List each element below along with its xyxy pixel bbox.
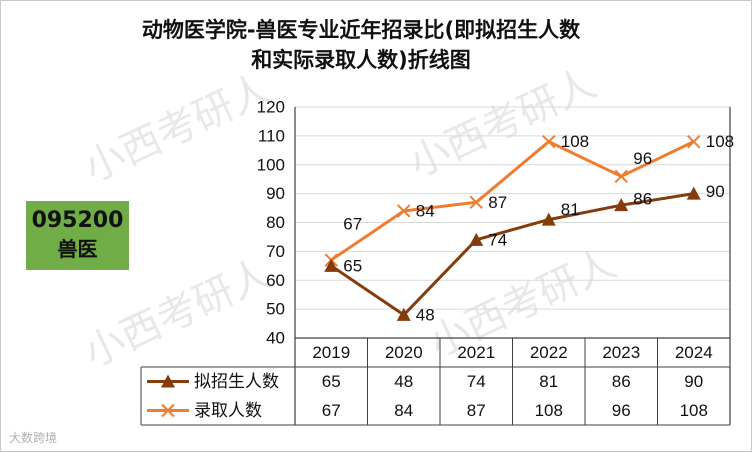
x-tick-label: 2022 (530, 343, 568, 362)
data-label: 96 (633, 149, 652, 168)
x-tick-label: 2019 (312, 343, 350, 362)
triangle-marker (686, 186, 701, 200)
x-marker (161, 403, 175, 418)
x-tick-label: 2020 (385, 343, 423, 362)
data-label: 108 (706, 132, 734, 151)
series-line (330, 140, 695, 262)
y-tick-label: 70 (266, 242, 285, 261)
x-tick-label: 2023 (602, 343, 640, 362)
table-cell: 108 (680, 401, 708, 420)
major-name: 兽医 (57, 237, 98, 261)
y-tick-label: 60 (266, 271, 285, 290)
triangle-marker (541, 212, 556, 226)
x-marker (397, 204, 411, 218)
data-label: 108 (561, 132, 589, 151)
legend-label: 拟招生人数 (194, 372, 279, 391)
x-marker (614, 169, 628, 184)
data-label: 48 (416, 305, 435, 324)
footer-watermark: 大数跨境 (9, 431, 58, 445)
x-tick-label: 2021 (457, 343, 495, 362)
data-label: 90 (706, 182, 725, 201)
table-cell: 84 (394, 401, 413, 420)
x-marker (687, 134, 701, 149)
table-cell: 74 (467, 372, 486, 391)
y-tick-label: 50 (266, 300, 285, 319)
x-tick-label: 2024 (675, 343, 713, 362)
y-tick-label: 80 (266, 213, 285, 232)
triangle-marker (396, 307, 411, 321)
data-label: 81 (561, 200, 580, 219)
table-cell: 81 (539, 372, 558, 391)
data-label: 74 (488, 230, 507, 249)
triangle-marker (161, 374, 175, 388)
table-cell: 87 (467, 401, 486, 420)
y-tick-label: 120 (257, 98, 285, 117)
major-badge: 095200 兽医 (26, 201, 129, 270)
chart-title-line1: 动物医学院-兽医专业近年招录比(即拟招生人数 (141, 18, 581, 42)
major-code: 095200 (31, 208, 124, 233)
y-tick-label: 110 (258, 126, 285, 145)
table-cell: 48 (394, 372, 413, 391)
table-cell: 67 (322, 401, 341, 420)
data-label: 84 (416, 201, 435, 220)
data-label: 67 (343, 215, 362, 234)
table-cell: 90 (684, 372, 703, 391)
chart-title-line2: 和实际录取人数)折线图 (251, 48, 471, 72)
y-tick-label: 100 (257, 155, 285, 174)
series-line (330, 192, 694, 317)
y-tick-label: 90 (266, 184, 285, 203)
table-cell: 86 (612, 372, 631, 391)
triangle-marker (614, 198, 629, 212)
triangle-marker (324, 258, 339, 272)
data-label: 86 (633, 190, 652, 209)
y-tick-label: 40 (266, 329, 285, 348)
data-label: 87 (488, 193, 507, 212)
x-marker (542, 134, 556, 149)
chart-title: 动物医学院-兽医专业近年招录比(即拟招生人数 和实际录取人数)折线图 (41, 15, 681, 75)
data-label: 65 (343, 256, 362, 275)
x-marker (469, 195, 483, 209)
legend-label: 录取人数 (194, 401, 262, 420)
triangle-marker (469, 232, 484, 246)
table-cell: 108 (535, 401, 563, 420)
table-cell: 65 (322, 372, 341, 391)
table-cell: 96 (612, 401, 631, 420)
